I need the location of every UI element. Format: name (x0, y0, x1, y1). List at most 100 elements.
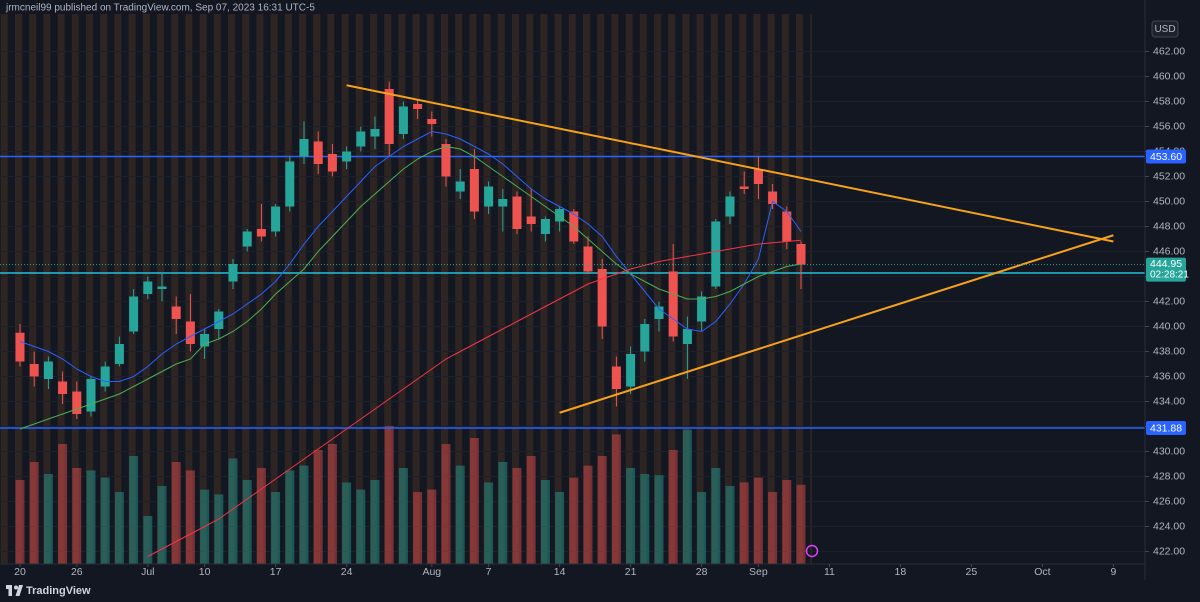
volume-bar (768, 492, 778, 564)
volume-bar (356, 489, 366, 564)
volume-bar (569, 477, 579, 564)
x-tick-label: Aug (422, 566, 441, 578)
candle-body (654, 306, 664, 319)
candle-body (228, 264, 238, 282)
countdown-label: 02:28:21 (1150, 269, 1189, 280)
candle-body (597, 269, 607, 327)
x-tick-label: 25 (966, 566, 978, 578)
y-tick-label: 452.00 (1153, 170, 1185, 182)
volume-bar (43, 474, 53, 564)
y-tick-label: 458.00 (1153, 95, 1185, 107)
candle-body (512, 196, 522, 229)
x-tick-label: 28 (696, 566, 708, 578)
candle-body (640, 324, 650, 352)
level-label-box (1146, 149, 1186, 164)
candle-body (526, 216, 536, 224)
x-tick-label: 11 (824, 566, 835, 578)
candle-body (384, 89, 394, 144)
volume-bar (171, 462, 181, 564)
volume-bar (711, 468, 721, 564)
volume-bar (285, 470, 295, 564)
x-tick-label: 24 (341, 566, 353, 578)
volume-bar (58, 444, 68, 564)
candle-body (796, 244, 806, 265)
trendline (559, 234, 1114, 414)
candle-body (782, 211, 792, 242)
candle-body (697, 296, 707, 322)
x-tick-label: 20 (14, 566, 26, 578)
candle-body (768, 191, 778, 204)
volume-bar (725, 486, 735, 564)
candle-body (626, 354, 636, 387)
candle-body (668, 271, 678, 337)
currency-box[interactable] (1151, 20, 1179, 38)
volume-bar (540, 480, 550, 564)
header: jrmcneil99 published on TradingView.com,… (5, 3, 315, 14)
volume-bar (682, 429, 692, 564)
volume-bar (782, 480, 792, 564)
volume-bar (313, 450, 323, 564)
volume-bar (640, 474, 650, 564)
volume-bar (228, 458, 238, 564)
candle-body (15, 332, 25, 362)
candle-body (100, 366, 110, 387)
currency: USD (1154, 24, 1175, 35)
x-tick-label: Jul (141, 566, 154, 578)
y-tick-label: 428.00 (1153, 470, 1185, 482)
candle-body (725, 196, 735, 217)
level-label: 453.60 (1150, 151, 1182, 163)
candle-body (455, 181, 465, 192)
volume-bar (29, 462, 39, 564)
y-tick-label: 460.00 (1153, 70, 1185, 82)
candle-body (342, 151, 352, 162)
y-tick-label: 462.00 (1153, 45, 1185, 57)
candle-body (711, 221, 721, 287)
candle-body (72, 391, 82, 414)
candle-body (256, 229, 266, 237)
volume-bar (484, 482, 494, 564)
candle-body (185, 321, 195, 344)
candle-body (242, 231, 252, 247)
volume-bar (597, 456, 607, 564)
volume-bar (299, 465, 309, 564)
volume-layer (15, 426, 806, 564)
x-tick-label: 9 (1110, 566, 1116, 578)
y-tick-label: 450.00 (1153, 195, 1185, 207)
volume-bar (583, 465, 593, 564)
volume-bar (626, 468, 636, 564)
volume-bar (157, 486, 167, 564)
candle-body (498, 199, 508, 207)
volume-bar (114, 492, 124, 564)
plot-layer (0, 81, 1145, 558)
volume-bar (441, 444, 451, 564)
volume-bar (427, 489, 437, 564)
y-tick-label: 434.00 (1153, 395, 1185, 407)
candle-body (413, 104, 423, 109)
volume-bar (185, 470, 195, 564)
event-icon (805, 544, 819, 558)
volume-bar (469, 438, 479, 564)
candle-body (299, 139, 309, 157)
moving-average (19, 130, 802, 382)
y-tick-label: 442.00 (1153, 295, 1185, 307)
volume-bar (654, 475, 664, 564)
volume-bar (796, 484, 806, 564)
x-tick-label: 14 (554, 566, 566, 578)
level-label-box (1146, 421, 1186, 435)
candle-body (86, 379, 96, 412)
candle-body (157, 286, 167, 289)
y-tick-label: 424.00 (1153, 520, 1185, 532)
x-tick-label: 10 (199, 566, 211, 578)
y-tick-label: 436.00 (1153, 370, 1185, 382)
candle-body (114, 344, 124, 364)
trendline (346, 84, 1114, 243)
candle-body (583, 246, 593, 272)
x-tick-label: 17 (270, 566, 282, 578)
candle-body (29, 364, 39, 377)
candle-body (313, 141, 323, 164)
brand: TradingView (26, 585, 91, 597)
candle-body (739, 186, 749, 189)
y-tick-label: 430.00 (1153, 445, 1185, 457)
grid (0, 51, 1145, 552)
